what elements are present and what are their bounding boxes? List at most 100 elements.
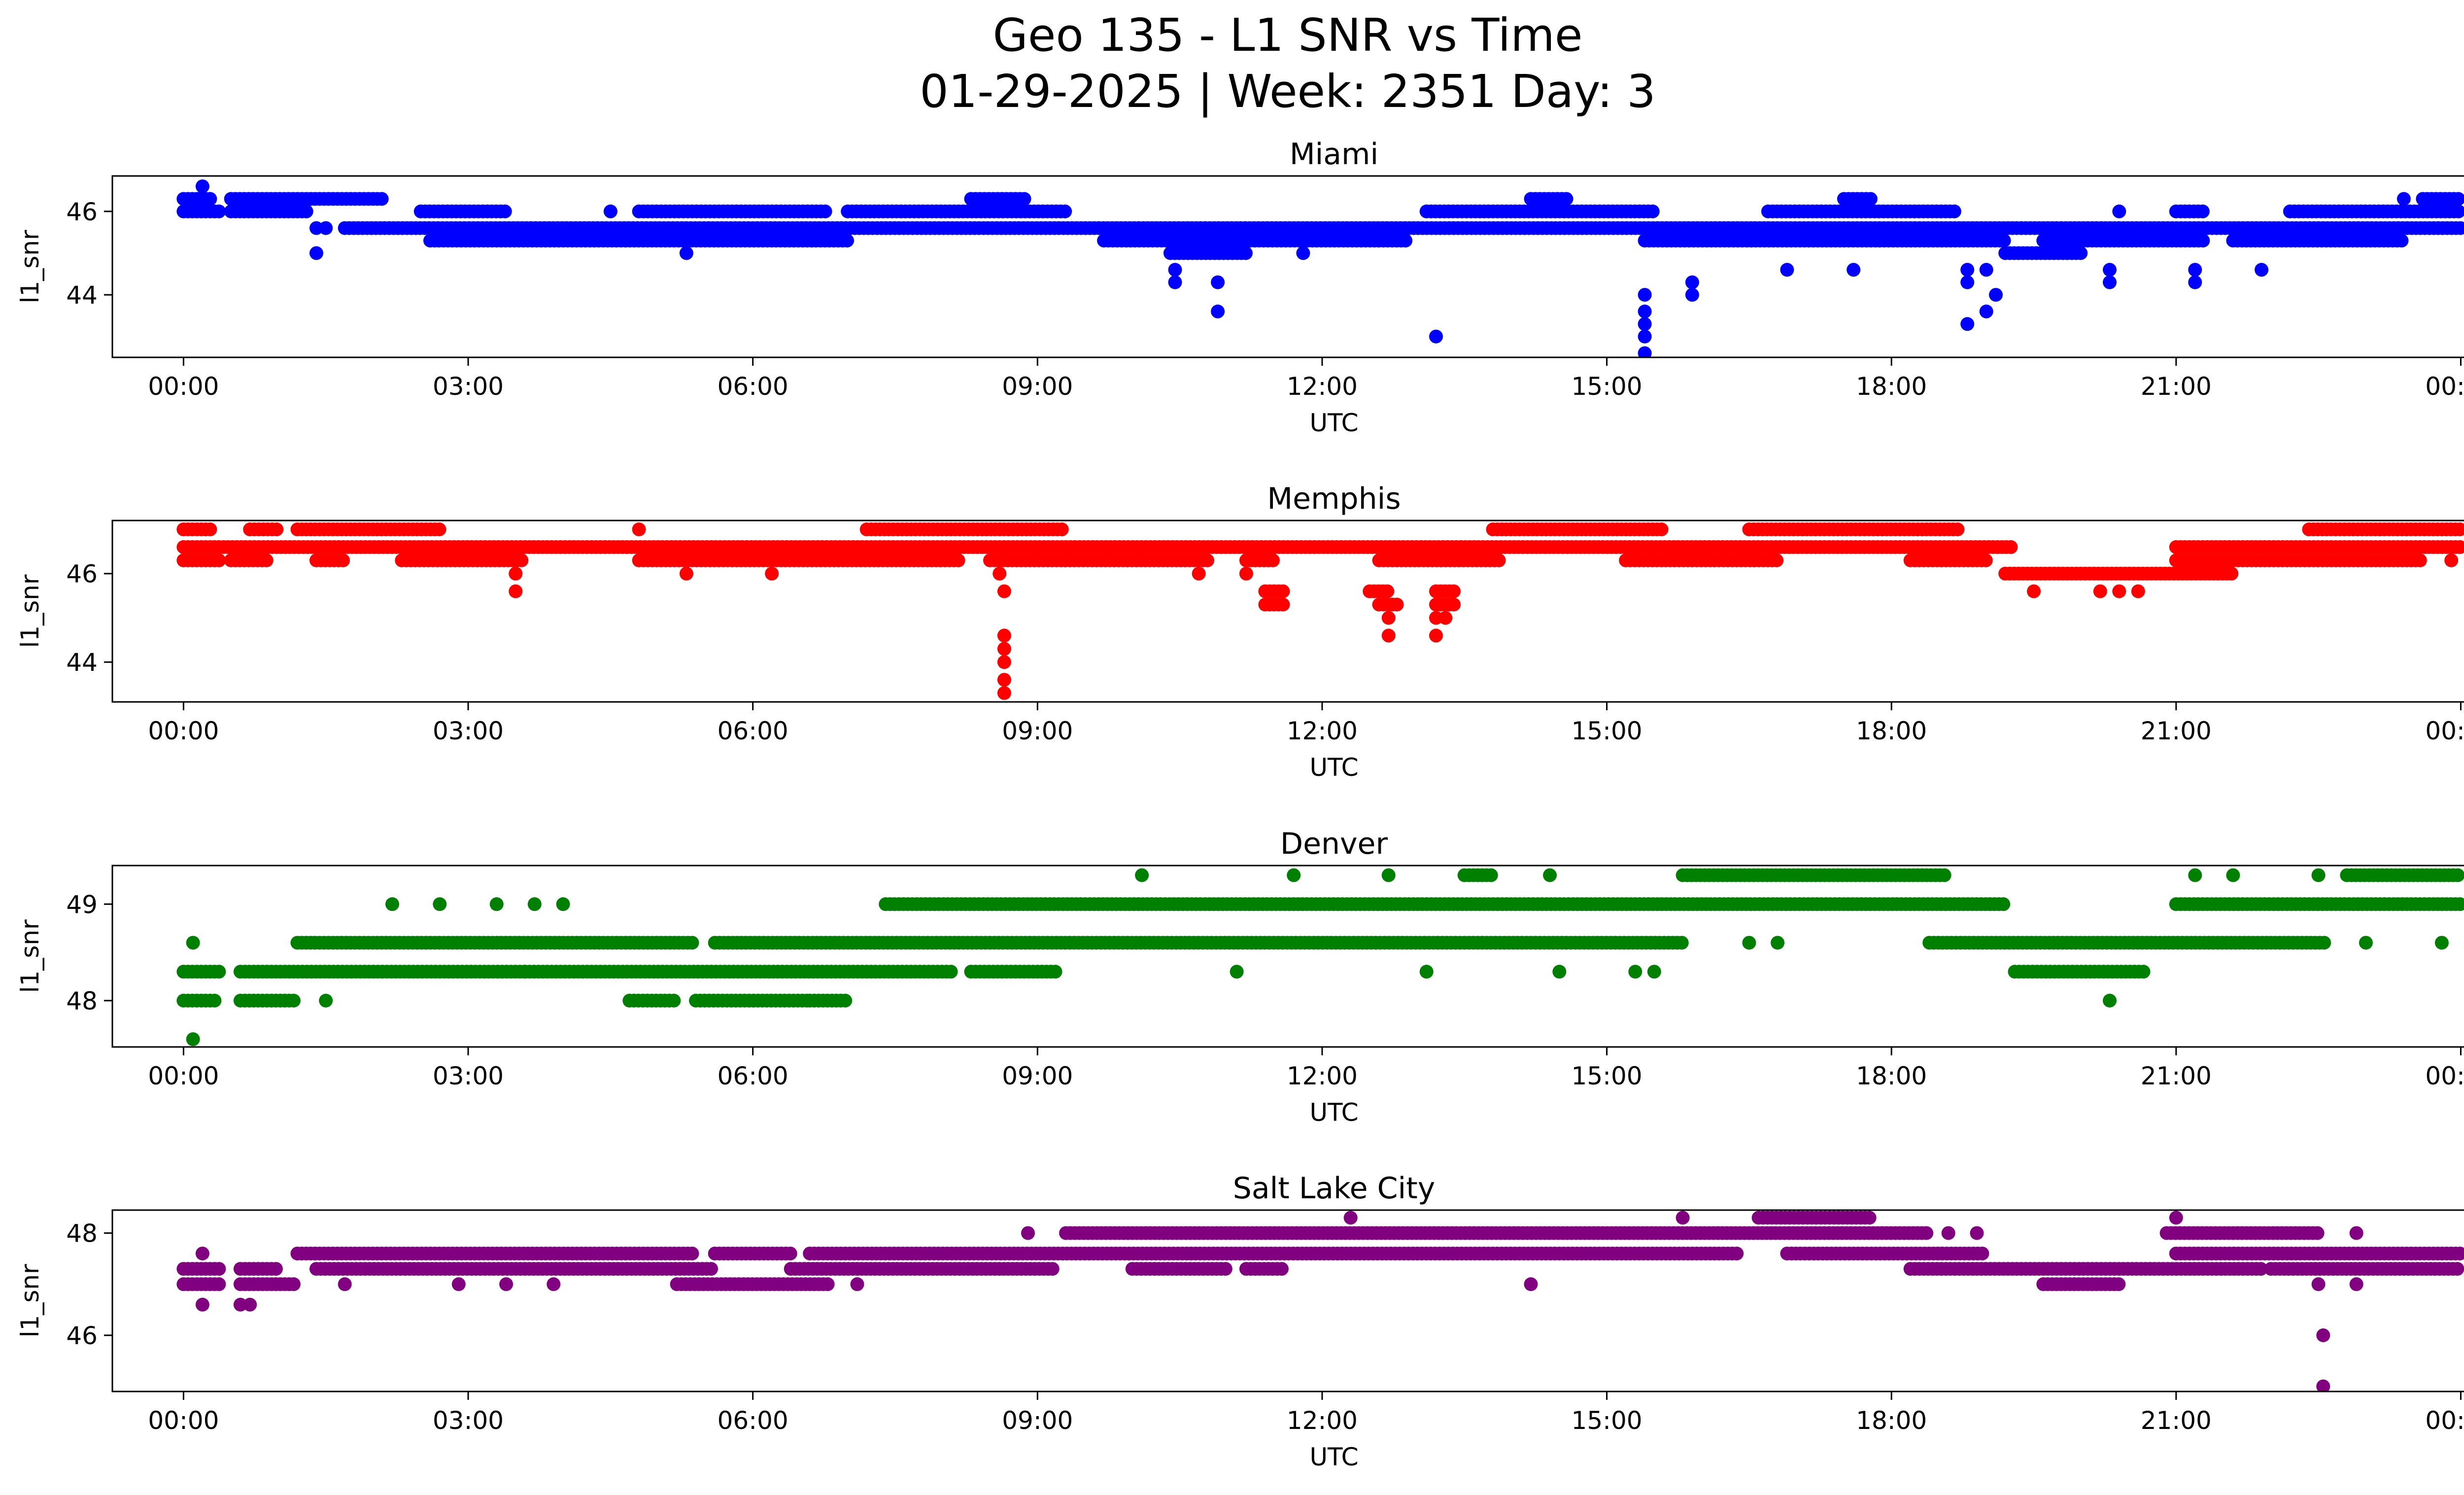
axes-frame: [111, 1209, 2464, 1392]
data-point: [2169, 1211, 2183, 1225]
data-point: [527, 897, 542, 911]
data-point: [2451, 204, 2464, 218]
x-tick-label: 09:00: [1002, 1062, 1073, 1090]
data-point: [1343, 1211, 1358, 1225]
x-tick-label: 00:00: [148, 1062, 219, 1090]
data-point: [514, 553, 529, 567]
data-point: [850, 1277, 864, 1291]
data-point: [838, 994, 853, 1008]
x-tick-label: 00:00: [148, 372, 219, 401]
data-point: [2451, 868, 2464, 882]
data-point: [1135, 868, 1149, 882]
data-point: [603, 204, 617, 218]
y-tick-label: 46: [66, 198, 98, 226]
data-point: [195, 179, 209, 194]
data-point: [338, 1277, 352, 1291]
x-tick-label: 12:00: [1287, 372, 1358, 401]
data-point: [2226, 868, 2240, 882]
data-point: [1168, 275, 1182, 289]
data-point: [203, 522, 217, 536]
data-point: [1730, 1247, 1744, 1261]
data-point: [212, 965, 226, 979]
data-point: [1168, 263, 1182, 277]
data-point: [1947, 204, 1961, 218]
data-point: [433, 897, 447, 911]
data-points: [176, 179, 2464, 357]
subplot-salt-lake-city: 00:00 03:00 06:00 09:00 12:00 15:00 18:00 21:00…: [16, 1171, 2464, 1471]
y-tick-label: 44: [66, 281, 98, 310]
data-point: [997, 628, 1011, 643]
x-tick-label: 18:00: [1856, 372, 1927, 401]
data-point: [1780, 263, 1794, 277]
data-point: [704, 1262, 718, 1276]
x-tick-label: 00:00: [2425, 1406, 2464, 1435]
x-tick-label: 15:00: [1572, 372, 1643, 401]
data-point: [1770, 553, 1784, 567]
data-point: [2450, 1262, 2464, 1276]
data-point: [203, 192, 217, 206]
data-point: [1276, 597, 1290, 612]
data-point: [498, 204, 512, 218]
data-point: [1997, 234, 2011, 248]
subplot-title: Memphis: [1267, 482, 1401, 516]
data-point: [840, 234, 854, 248]
data-points: [176, 522, 2464, 700]
data-point: [1021, 1226, 1035, 1240]
data-point: [1638, 317, 1652, 331]
data-point: [2103, 263, 2117, 277]
data-point: [1654, 522, 1669, 536]
y-tick-label: 48: [66, 1219, 98, 1248]
data-point: [2311, 1277, 2326, 1291]
data-point: [286, 994, 301, 1008]
data-point: [1675, 936, 1689, 950]
data-point: [1979, 553, 1993, 567]
x-tick-label: 15:00: [1572, 1062, 1643, 1090]
data-point: [1676, 1211, 1690, 1225]
data-point: [1645, 204, 1660, 218]
data-point: [299, 204, 313, 218]
data-point: [1975, 1247, 1989, 1261]
x-tick-label: 18:00: [1856, 1062, 1927, 1090]
x-tick-label: 06:00: [718, 1062, 788, 1090]
data-point: [2311, 868, 2326, 882]
x-tick-label: 12:00: [1287, 717, 1358, 745]
data-point: [212, 1262, 226, 1276]
data-point: [270, 522, 284, 536]
data-point: [286, 1277, 301, 1291]
data-point: [685, 936, 699, 950]
x-tick-label: 06:00: [718, 717, 788, 745]
data-point: [2317, 936, 2331, 950]
data-point: [191, 192, 205, 206]
data-point: [818, 204, 832, 218]
data-point: [632, 522, 646, 536]
data-point: [1287, 868, 1301, 882]
data-point: [2136, 965, 2151, 979]
data-point: [1628, 965, 1643, 979]
data-point: [2395, 234, 2409, 248]
data-point: [451, 1277, 466, 1291]
data-point: [2004, 540, 2018, 554]
data-point: [2112, 584, 2126, 598]
data-point: [2255, 263, 2269, 277]
data-point: [2444, 553, 2459, 567]
data-point: [499, 1277, 513, 1291]
data-points: [176, 868, 2464, 1046]
data-point: [243, 1297, 257, 1312]
data-point: [1239, 566, 1253, 581]
data-point: [385, 897, 399, 911]
data-point: [1419, 965, 1434, 979]
data-point: [336, 553, 350, 567]
data-point: [2434, 936, 2449, 950]
data-point: [1381, 611, 1396, 625]
data-point: [1941, 1226, 1955, 1240]
data-point: [1429, 628, 1443, 643]
data-point: [1274, 1262, 1289, 1276]
data-point: [2224, 566, 2239, 581]
data-point: [309, 221, 323, 235]
data-point: [2254, 1262, 2268, 1276]
data-point: [1045, 1262, 1060, 1276]
x-tick-label: 21:00: [2141, 717, 2212, 745]
y-tick-label: 44: [66, 648, 98, 677]
data-point: [1543, 868, 1557, 882]
y-tick-label: 46: [66, 1321, 98, 1350]
